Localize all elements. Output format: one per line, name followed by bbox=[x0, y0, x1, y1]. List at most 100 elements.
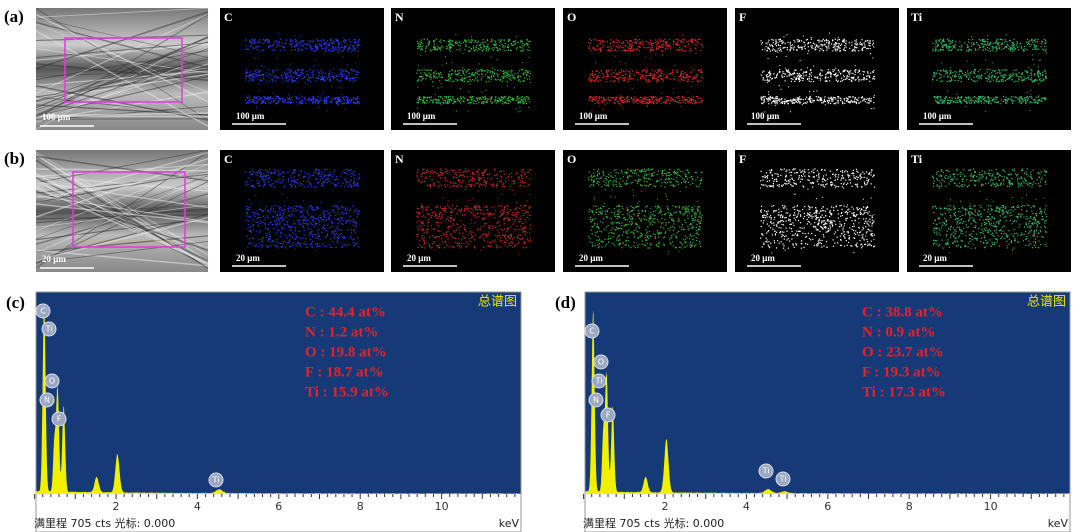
dot bbox=[636, 99, 637, 100]
dot bbox=[848, 71, 849, 72]
dot bbox=[863, 77, 864, 78]
dot bbox=[990, 51, 991, 52]
dot bbox=[987, 44, 988, 45]
dot bbox=[1013, 50, 1014, 51]
dot bbox=[943, 76, 944, 77]
dot bbox=[763, 77, 764, 78]
dot bbox=[677, 70, 678, 71]
dot bbox=[505, 50, 506, 51]
dot bbox=[437, 46, 438, 47]
dot bbox=[799, 40, 800, 41]
dot bbox=[700, 50, 701, 51]
dot bbox=[686, 75, 687, 76]
dot bbox=[1011, 96, 1012, 97]
dot bbox=[441, 83, 442, 84]
dot bbox=[349, 181, 350, 182]
dot bbox=[776, 102, 777, 103]
dot bbox=[341, 103, 342, 104]
dot bbox=[692, 68, 693, 69]
dot bbox=[327, 110, 328, 111]
dot bbox=[621, 69, 622, 70]
dot bbox=[691, 86, 692, 87]
dot bbox=[521, 97, 522, 98]
dot bbox=[256, 72, 257, 73]
dot bbox=[986, 71, 987, 72]
dot bbox=[529, 101, 530, 102]
dot bbox=[257, 218, 258, 219]
element-label: Ti bbox=[911, 10, 923, 24]
dot bbox=[842, 40, 843, 41]
dot bbox=[828, 77, 829, 78]
dot bbox=[640, 76, 641, 77]
dot bbox=[300, 224, 301, 225]
dot bbox=[869, 77, 870, 78]
dot bbox=[508, 76, 509, 77]
dot bbox=[1002, 70, 1003, 71]
dot bbox=[1032, 59, 1033, 60]
dot bbox=[447, 102, 448, 103]
dot bbox=[1032, 49, 1033, 50]
dot bbox=[348, 74, 349, 75]
dot bbox=[804, 46, 805, 47]
dot bbox=[339, 207, 340, 208]
dot bbox=[972, 39, 973, 40]
dot bbox=[310, 246, 311, 247]
dot bbox=[341, 206, 342, 207]
dot bbox=[295, 210, 296, 211]
dot bbox=[810, 42, 811, 43]
dot bbox=[526, 96, 527, 97]
dot bbox=[347, 97, 348, 98]
dot bbox=[803, 72, 804, 73]
dot bbox=[309, 69, 310, 70]
dot bbox=[275, 80, 276, 81]
dot bbox=[295, 96, 296, 97]
dot bbox=[267, 170, 268, 171]
dot bbox=[453, 45, 454, 46]
dot bbox=[595, 97, 596, 98]
dot bbox=[314, 186, 315, 187]
dot bbox=[281, 220, 282, 221]
dot bbox=[308, 41, 309, 42]
dot bbox=[1025, 103, 1026, 104]
dot bbox=[673, 99, 674, 100]
dot bbox=[475, 101, 476, 102]
dot bbox=[470, 102, 471, 103]
dot bbox=[278, 214, 279, 215]
dot bbox=[777, 73, 778, 74]
dot bbox=[301, 49, 302, 50]
dot bbox=[503, 73, 504, 74]
dot bbox=[1029, 40, 1030, 41]
dot bbox=[300, 205, 301, 206]
dot bbox=[311, 206, 312, 207]
dot bbox=[848, 79, 849, 80]
dot bbox=[518, 102, 519, 103]
dot bbox=[522, 47, 523, 48]
dot bbox=[337, 79, 338, 80]
dot bbox=[601, 40, 602, 41]
dot bbox=[824, 40, 825, 41]
dot bbox=[312, 48, 313, 49]
dot bbox=[312, 101, 313, 102]
dot bbox=[860, 73, 861, 74]
dot bbox=[695, 102, 696, 103]
dot bbox=[691, 50, 692, 51]
dot bbox=[833, 47, 834, 48]
dot bbox=[499, 48, 500, 49]
dot bbox=[248, 177, 249, 178]
dot bbox=[249, 79, 250, 80]
dot bbox=[315, 98, 316, 99]
dot bbox=[298, 49, 299, 50]
dot bbox=[354, 184, 355, 185]
dot bbox=[662, 41, 663, 42]
dot bbox=[780, 49, 781, 50]
dot bbox=[613, 50, 614, 51]
dot bbox=[1044, 79, 1045, 80]
dot bbox=[351, 100, 352, 101]
dot bbox=[276, 180, 277, 181]
dot bbox=[677, 43, 678, 44]
dot bbox=[844, 103, 845, 104]
dot bbox=[639, 102, 640, 103]
dot bbox=[259, 181, 260, 182]
dot bbox=[473, 48, 474, 49]
dot bbox=[282, 77, 283, 78]
